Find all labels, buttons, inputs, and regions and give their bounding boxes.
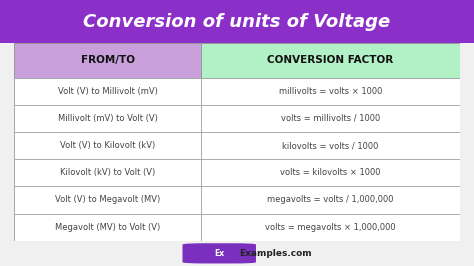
Text: Volt (V) to Millivolt (mV): Volt (V) to Millivolt (mV) — [58, 87, 158, 96]
Bar — [201, 105, 460, 132]
Text: Volt (V) to Kilovolt (kV): Volt (V) to Kilovolt (kV) — [60, 141, 155, 150]
FancyBboxPatch shape — [182, 243, 256, 263]
Text: Conversion of units of Voltage: Conversion of units of Voltage — [83, 13, 391, 31]
Bar — [14, 43, 201, 78]
Bar — [201, 214, 460, 241]
Bar — [201, 186, 460, 214]
Text: Megavolt (MV) to Volt (V): Megavolt (MV) to Volt (V) — [55, 223, 160, 232]
Text: CONVERSION FACTOR: CONVERSION FACTOR — [267, 55, 394, 65]
Text: Millivolt (mV) to Volt (V): Millivolt (mV) to Volt (V) — [58, 114, 158, 123]
Text: megavolts = volts / 1,000,000: megavolts = volts / 1,000,000 — [267, 196, 394, 205]
Bar — [201, 78, 460, 105]
Bar — [201, 43, 460, 78]
Text: volts = kilovolts × 1000: volts = kilovolts × 1000 — [280, 168, 381, 177]
Text: volts = megavolts × 1,000,000: volts = megavolts × 1,000,000 — [265, 223, 396, 232]
Bar — [14, 186, 201, 214]
Text: Kilovolt (kV) to Volt (V): Kilovolt (kV) to Volt (V) — [60, 168, 155, 177]
Text: volts = millivolts / 1000: volts = millivolts / 1000 — [281, 114, 380, 123]
Text: millivolts = volts × 1000: millivolts = volts × 1000 — [279, 87, 382, 96]
Bar — [201, 132, 460, 159]
Text: Volt (V) to Megavolt (MV): Volt (V) to Megavolt (MV) — [55, 196, 160, 205]
Bar — [14, 214, 201, 241]
Text: kilovolts = volts / 1000: kilovolts = volts / 1000 — [283, 141, 379, 150]
Bar — [201, 159, 460, 186]
Text: Ex: Ex — [214, 249, 224, 258]
Text: FROM/TO: FROM/TO — [81, 55, 135, 65]
Bar — [14, 132, 201, 159]
Bar — [14, 78, 201, 105]
Bar — [14, 105, 201, 132]
Text: Examples.com: Examples.com — [239, 249, 312, 258]
Bar — [14, 159, 201, 186]
